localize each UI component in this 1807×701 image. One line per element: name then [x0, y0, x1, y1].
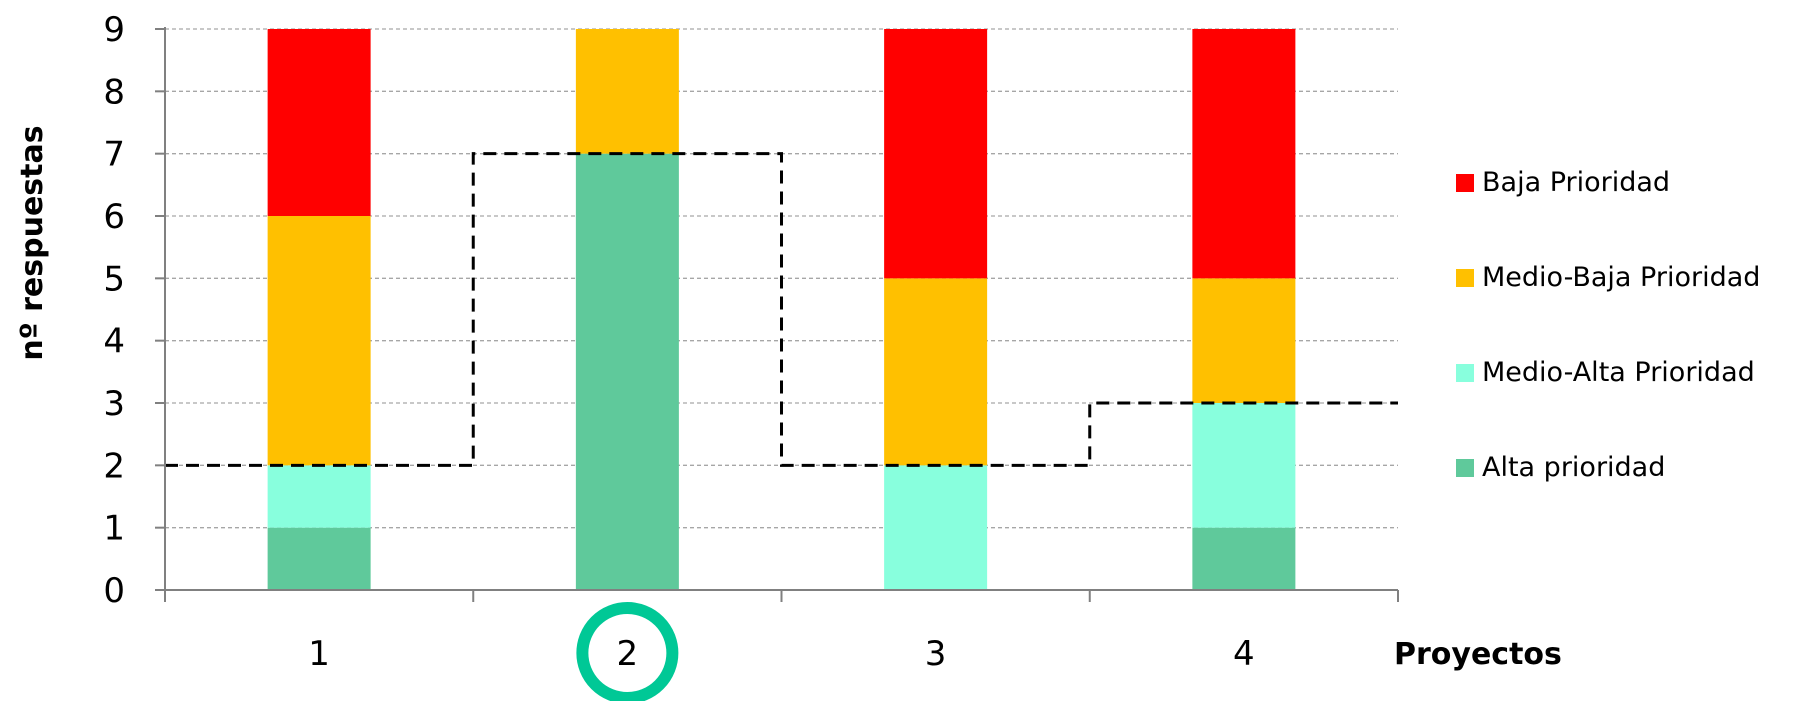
y-tick-label-8: 8 — [103, 72, 125, 112]
bar-segment-cat3-series2 — [884, 278, 988, 466]
bar-segment-cat3-series1 — [884, 465, 988, 590]
x-axis-title: Proyectos — [1394, 637, 1562, 672]
legend-label-1: Medio-Baja Prioridad — [1482, 262, 1760, 293]
bar-segment-cat1-series2 — [267, 216, 371, 466]
bar-segment-cat1-series3 — [267, 29, 371, 216]
bar-segment-cat4-series0 — [1192, 527, 1296, 590]
legend-swatch-3 — [1456, 459, 1474, 477]
x-tick-label-1: 1 — [308, 634, 330, 674]
legend: Baja Prioridad Medio-Baja Prioridad Medio-… — [1456, 167, 1760, 483]
legend-swatch-2 — [1456, 364, 1474, 382]
legend-swatch-0 — [1456, 174, 1474, 192]
axes — [155, 27, 1399, 602]
legend-label-3: Alta prioridad — [1482, 452, 1665, 483]
y-tick-label-9: 9 — [103, 10, 125, 50]
y-tick-label-7: 7 — [103, 135, 125, 175]
bar-segment-cat4-series2 — [1192, 278, 1296, 403]
threshold-line — [165, 152, 1398, 467]
y-tick-label-4: 4 — [103, 322, 125, 362]
bar-segment-cat1-series0 — [267, 527, 371, 590]
x-tick-label-2: 2 — [617, 634, 639, 674]
x-tick-label-4: 4 — [1233, 634, 1255, 674]
y-tick-label-3: 3 — [103, 384, 125, 424]
threshold-step-line — [165, 152, 1398, 467]
bar-segment-cat1-series1 — [267, 465, 371, 528]
y-tick-label-1: 1 — [103, 509, 125, 549]
y-tick-label-2: 2 — [103, 446, 125, 486]
bar-segment-cat3-series3 — [884, 29, 988, 279]
y-tick-label-0: 0 — [103, 571, 125, 611]
bar-segment-cat2-series2 — [575, 29, 679, 154]
bar-segment-cat4-series3 — [1192, 29, 1296, 279]
y-tick-labels: 0 1 2 3 4 5 6 7 8 9 — [103, 10, 125, 611]
y-tick-label-5: 5 — [103, 259, 125, 299]
legend-swatch-1 — [1456, 269, 1474, 287]
y-axis-title: nº respuestas — [15, 125, 50, 360]
x-tick-labels: 1 2 3 4 — [308, 602, 1255, 701]
bars — [267, 29, 1296, 590]
legend-label-2: Medio-Alta Prioridad — [1482, 357, 1755, 388]
highlight-circle-2 — [576, 602, 679, 701]
bar-segment-cat2-series0 — [575, 153, 679, 590]
x-tick-label-3: 3 — [925, 634, 947, 674]
y-tick-label-6: 6 — [103, 197, 125, 237]
bar-segment-cat4-series1 — [1192, 403, 1296, 528]
legend-label-0: Baja Prioridad — [1482, 167, 1670, 198]
